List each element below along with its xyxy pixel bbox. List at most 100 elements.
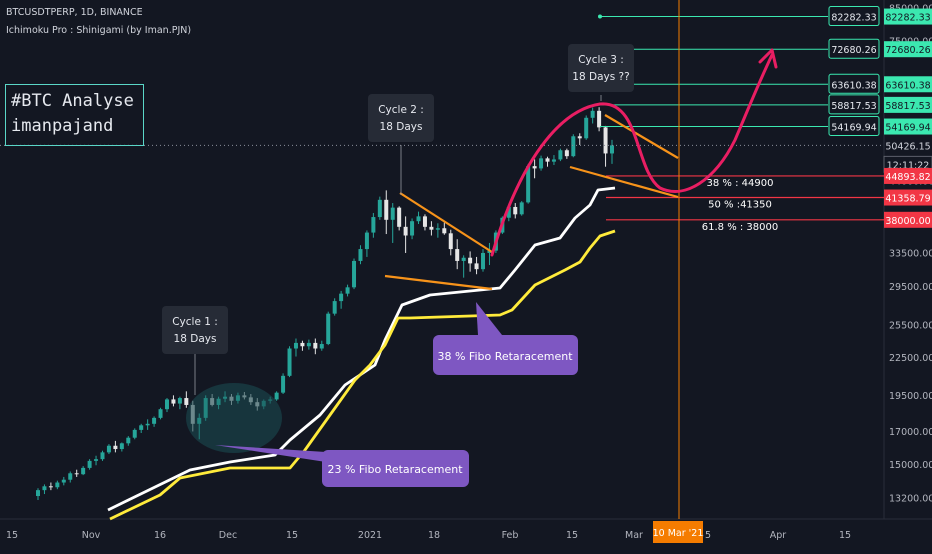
cycle-label-text: 18 Days ?? (572, 71, 629, 83)
time-axis-tick: 15 (6, 530, 18, 541)
price-axis-tick: 22500.00 (889, 353, 932, 364)
candle-body (352, 260, 357, 288)
candle-body (332, 301, 337, 314)
time-axis-tick: Dec (219, 530, 237, 541)
candle-body (435, 228, 440, 230)
time-axis-tick: 2021 (358, 530, 382, 541)
candle-body (152, 417, 157, 424)
candle-body (468, 257, 473, 264)
candle-body (564, 150, 569, 157)
candle-body (487, 250, 492, 253)
candle-body (474, 263, 479, 270)
support-tag-value: 44893.82 (885, 172, 930, 183)
time-axis-tick: Mar (625, 530, 643, 541)
price-axis-tick: 17000.00 (889, 427, 932, 438)
cycle-label-box (568, 44, 634, 92)
candle-body (177, 398, 182, 404)
candle-body (526, 166, 531, 203)
candle-body (610, 145, 614, 154)
candle-body (164, 399, 169, 410)
time-axis-tick: 16 (154, 530, 166, 541)
candle-body (171, 399, 176, 404)
price-tag-background (884, 76, 932, 93)
candle-body (532, 166, 537, 169)
candle-body (377, 199, 382, 218)
candle-body (293, 342, 298, 349)
candle-body (513, 206, 518, 215)
candle-body (339, 293, 344, 302)
cycle-label-text: 18 Days (380, 121, 423, 133)
analysis-line-1: #BTC Analyse (11, 91, 134, 111)
candle-body (319, 344, 324, 349)
target-level-anchor (598, 14, 602, 19)
time-axis-tick: Feb (502, 530, 519, 541)
projection-curve (490, 53, 774, 257)
cycle-label-text: Cycle 2 : (378, 104, 424, 116)
price-axis-tick: 13200.00 (889, 494, 932, 505)
candle-body (590, 110, 595, 118)
candle-body (106, 445, 111, 453)
callout-box (433, 335, 578, 375)
candle-body (603, 127, 608, 154)
target-level-box (828, 73, 880, 94)
candle-body (87, 460, 92, 468)
analysis-text-box: #BTC Analyse imanpajand (5, 84, 144, 146)
target-level-value: 72680.26 (831, 45, 876, 56)
candle-body (274, 392, 279, 400)
candle-body (422, 216, 427, 227)
candle-body (597, 110, 602, 128)
candle-body (397, 207, 402, 227)
time-axis-tick: Nov (82, 530, 101, 541)
candle-body (410, 221, 415, 236)
fibo-level-label: 61.8 % : 38000 (702, 222, 778, 233)
candle-body (345, 287, 350, 294)
candle-body (545, 158, 550, 162)
candle-body (94, 459, 99, 461)
candle-body (81, 467, 86, 475)
candle-body (313, 342, 318, 349)
fibo-level-label: 38 % : 44900 (707, 178, 774, 189)
indicator-title[interactable]: Ichimoku Pro : Shinigami (by Iman.PJN) (6, 25, 192, 36)
candle-body (306, 342, 311, 347)
candle-body (68, 473, 73, 480)
target-level-value: 82282.33 (831, 13, 876, 24)
ichimoku-white-line (107, 186, 616, 512)
price-axis-tick: 29500.00 (889, 282, 932, 293)
ichimoku-yellow-line (109, 229, 616, 521)
candle-body (61, 479, 66, 483)
time-axis-tick: 15 (566, 530, 578, 541)
target-level-box (828, 38, 880, 59)
target-level-value: 63610.38 (831, 80, 876, 91)
callout-text: 38 % Fibo Retaracement (437, 350, 573, 363)
callout-box (322, 450, 469, 487)
cycle-label-text: 18 Days (174, 333, 217, 345)
candle-body (184, 398, 189, 405)
target-level-box (828, 6, 880, 27)
cycle-label-box (162, 306, 228, 354)
time-marker-tag (653, 521, 703, 543)
candle-body (577, 136, 582, 139)
analysis-line-2: imanpajand (11, 116, 114, 136)
target-level-box (828, 94, 880, 115)
target-level-value: 58817.53 (831, 101, 876, 112)
cycle-label-box (368, 94, 434, 142)
price-tag-background (884, 118, 932, 135)
price-axis-tick: 19500.00 (889, 391, 932, 402)
time-axis-tick: Apr (770, 530, 787, 541)
candle-body (119, 443, 124, 450)
projection-arrowhead (758, 48, 778, 69)
candle-body (74, 473, 79, 475)
target-level-value: 54169.94 (831, 123, 876, 134)
wedge-trendline (569, 165, 679, 199)
price-axis-tick: 33500.00 (889, 248, 932, 259)
wedge-trendline (399, 192, 493, 253)
callout-text: 23 % Fibo Retaracement (327, 463, 463, 476)
candle-body (281, 375, 286, 393)
candle-body (481, 252, 486, 270)
candle-body (571, 136, 576, 157)
price-tag-value: 54169.94 (885, 123, 930, 134)
candle-body (461, 257, 466, 261)
callout-pointer (476, 302, 502, 335)
